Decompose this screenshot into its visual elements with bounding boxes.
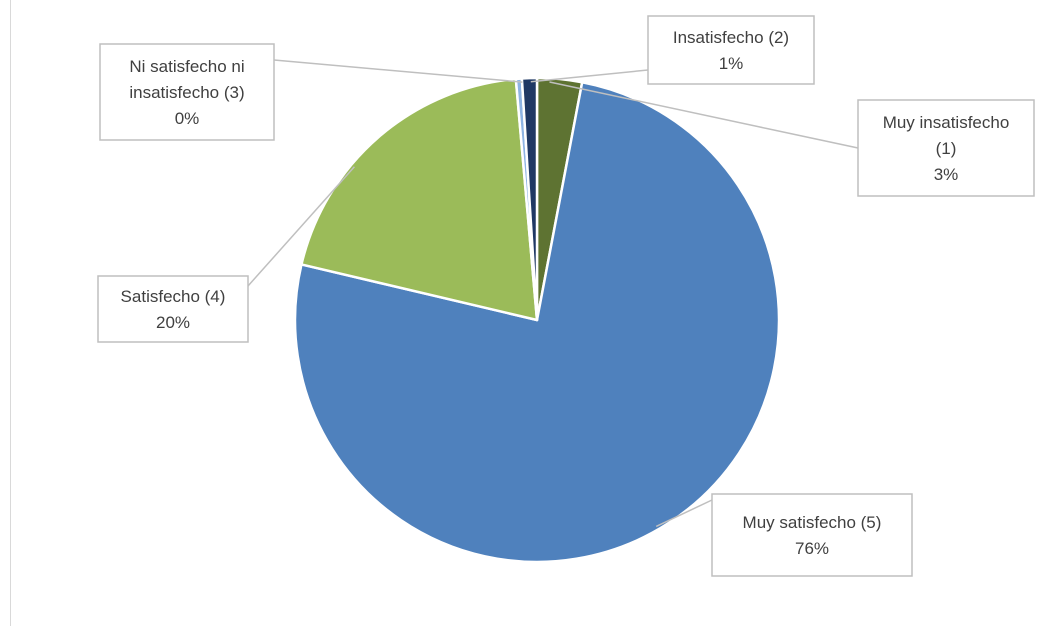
data-label-box-5	[647, 15, 815, 85]
data-label-box-3	[97, 275, 249, 343]
data-label-text-1-1: Muy insatisfecho	[883, 113, 1010, 132]
data-label-box-4	[99, 43, 275, 141]
data-label-text-5-1: Insatisfecho (2)	[673, 28, 789, 47]
leader-line-3	[247, 166, 355, 287]
pie-slice-2	[293, 81, 781, 564]
data-label-box-1	[857, 99, 1035, 197]
data-label-text-2-2: 76%	[795, 539, 829, 558]
leader-line-2	[655, 499, 713, 528]
data-label-text-2-1: Muy satisfecho (5)	[743, 513, 882, 532]
data-label-text-4-3: 0%	[175, 109, 200, 128]
chart-area	[10, 0, 1052, 626]
data-label-text-1-3: 3%	[934, 165, 959, 184]
data-label-text-3-2: 20%	[156, 313, 190, 332]
data-label-box-2	[711, 493, 913, 577]
data-label-text-4-2: insatisfecho (3)	[129, 83, 244, 102]
data-label-text-1-2: (1)	[936, 139, 957, 158]
pie-slice-3	[300, 77, 539, 322]
leader-line-4	[273, 59, 523, 83]
data-label-text-4-1: Ni satisfecho ni	[129, 57, 244, 76]
data-label-text-5-2: 1%	[719, 54, 744, 73]
pie-slice-5	[520, 76, 539, 322]
leader-line-5	[530, 69, 649, 83]
data-label-text-3-1: Satisfecho (4)	[121, 287, 226, 306]
